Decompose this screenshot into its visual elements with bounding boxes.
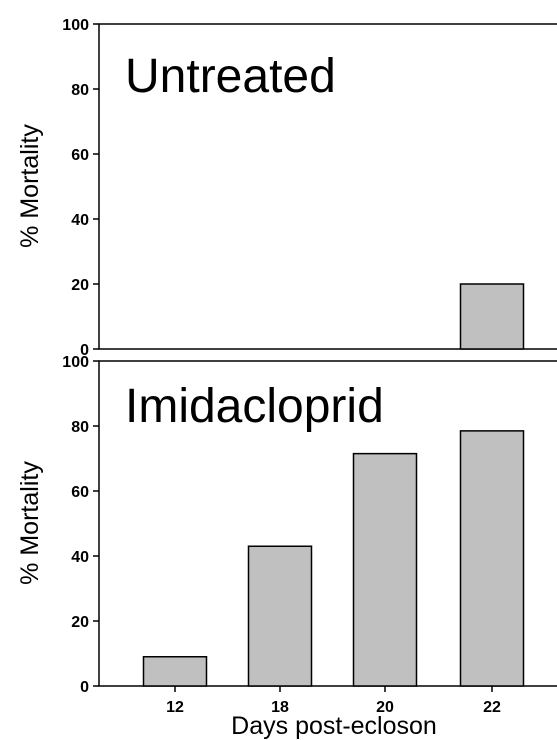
y-tick-label: 80 [71,419,89,436]
y-tick-label: 80 [71,82,89,99]
bar-22 [459,283,525,350]
y-tick-label: 20 [71,614,89,631]
bar-22 [459,430,525,687]
plot-frame [98,360,557,687]
y-ticks: 0 20 40 60 80 100 [62,354,99,696]
y-tick-label: 0 [80,679,89,696]
y-tick-label: 40 [71,212,89,229]
y-axis-label: % Mortality [16,124,44,248]
bars [459,283,525,350]
x-axis-label: Days post-ecloson [231,712,437,740]
y-tick-label: 60 [71,147,89,164]
x-tick-label: 20 [376,699,394,716]
x-tick-label: 18 [271,699,289,716]
imidacloprid-panel: Imidacloprid % Mortality 0 20 40 60 80 100 12… [16,354,557,740]
panel-label: Untreated [125,50,336,103]
y-tick-label: 0 [80,342,89,359]
panel-label: Imidacloprid [125,380,384,433]
bar-12 [142,656,208,687]
x-tick-label: 12 [166,699,184,716]
bars [142,430,525,687]
y-ticks: 0 20 40 60 80 100 [62,17,99,359]
bar-20 [352,452,418,687]
y-tick-label: 100 [62,354,89,371]
x-ticks: 12 18 20 22 [166,686,501,716]
y-tick-label: 20 [71,277,89,294]
bar-18 [247,545,313,687]
y-axis-label: % Mortality [16,461,44,585]
x-tick-label: 22 [483,699,501,716]
y-tick-label: 40 [71,549,89,566]
plot-frame [98,23,557,350]
y-tick-label: 60 [71,484,89,501]
untreated-panel: Untreated % Mortality 0 20 40 60 80 100 [16,17,557,359]
y-tick-label: 100 [62,17,89,34]
